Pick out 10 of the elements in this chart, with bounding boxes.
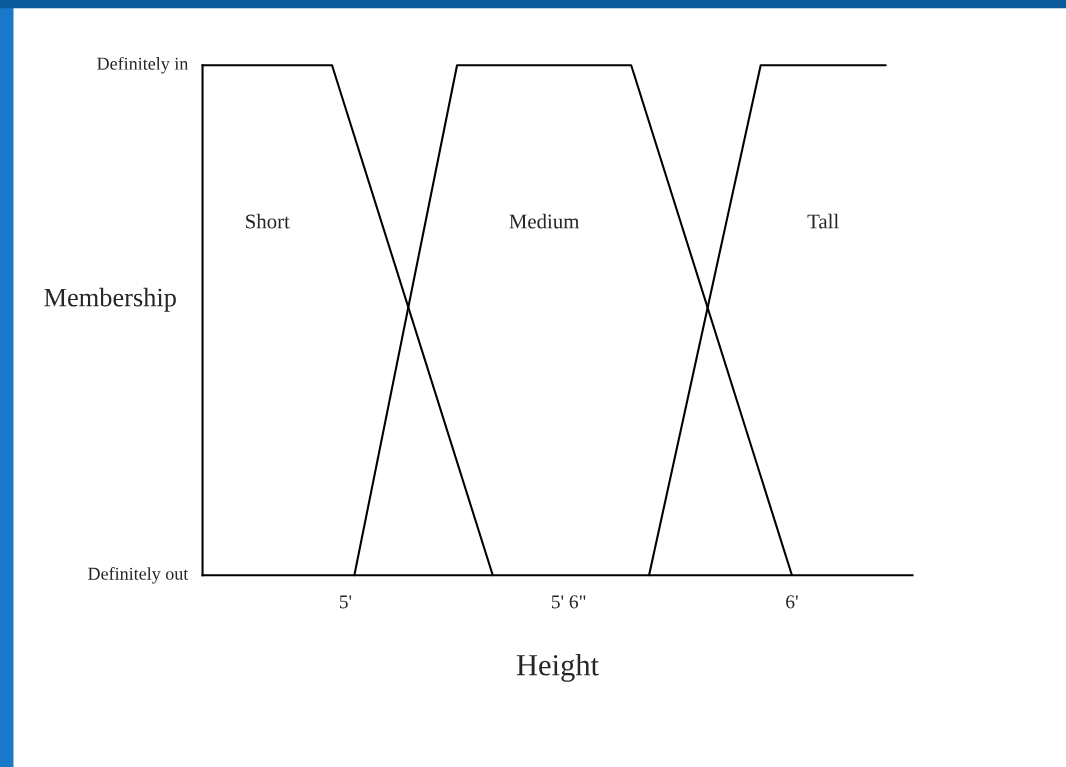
text: Definitely in [97,56,189,74]
annotation: Medium [509,213,580,229]
annotation: Tall [807,213,839,229]
x-tick-label: 5' [339,595,352,609]
text: Definitely out [88,566,189,584]
x-tick-label: 5' 6" [551,595,586,609]
annotation: Short [246,213,290,229]
y-axis-title: Membership [44,287,176,312]
x-tick-label: 6' [786,595,798,609]
x-axis-title: Height [516,653,599,682]
